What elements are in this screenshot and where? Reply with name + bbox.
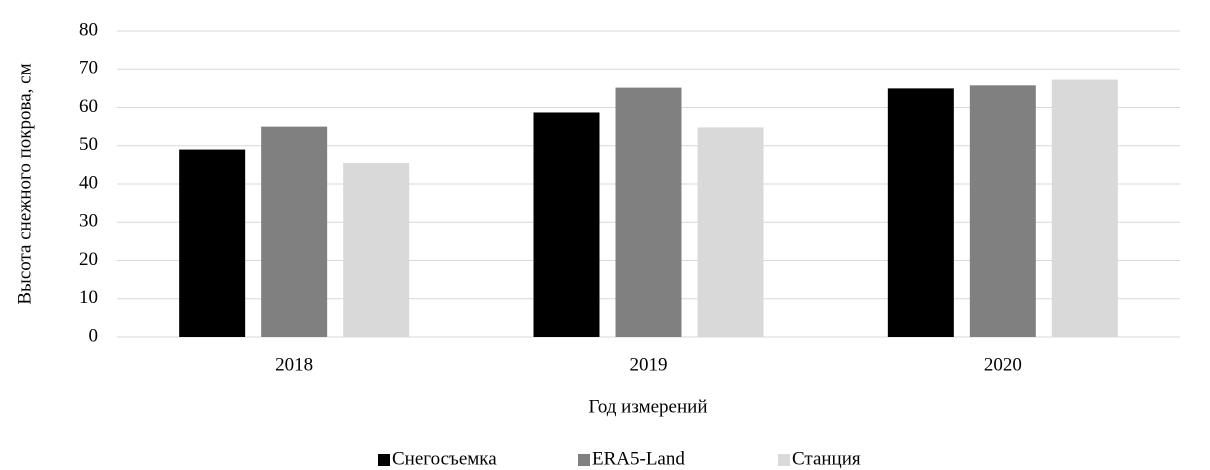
- legend-swatch: [578, 454, 590, 466]
- bar: [969, 85, 1036, 337]
- y-axis-title: Высота снежного покрова, см: [14, 63, 35, 304]
- y-tick-label: 80: [79, 19, 98, 40]
- legend-swatch: [378, 454, 390, 466]
- legend-label: Станция: [792, 448, 861, 469]
- x-tick-label: 2018: [275, 354, 313, 375]
- x-axis-title: Год измерений: [589, 396, 708, 417]
- legend-label: ERA5-Land: [592, 448, 685, 469]
- bar: [697, 127, 764, 337]
- y-tick-label: 60: [79, 96, 98, 117]
- bar: [261, 126, 328, 337]
- y-tick-label: 0: [89, 325, 99, 346]
- y-tick-label: 40: [79, 172, 98, 193]
- bar: [343, 162, 410, 337]
- y-tick-label: 10: [79, 287, 98, 308]
- bar: [533, 112, 600, 337]
- legend-swatch: [778, 454, 790, 466]
- y-tick-label: 70: [79, 58, 98, 79]
- bar: [887, 88, 954, 337]
- bar: [615, 87, 682, 337]
- bar: [179, 149, 246, 337]
- x-tick-label: 2020: [984, 354, 1022, 375]
- y-tick-label: 30: [79, 211, 98, 232]
- y-tick-label: 20: [79, 249, 98, 270]
- x-tick-label: 2019: [630, 354, 668, 375]
- legend-label: Снегосъемка: [392, 448, 497, 469]
- y-tick-label: 50: [79, 134, 98, 155]
- bar: [1051, 79, 1118, 337]
